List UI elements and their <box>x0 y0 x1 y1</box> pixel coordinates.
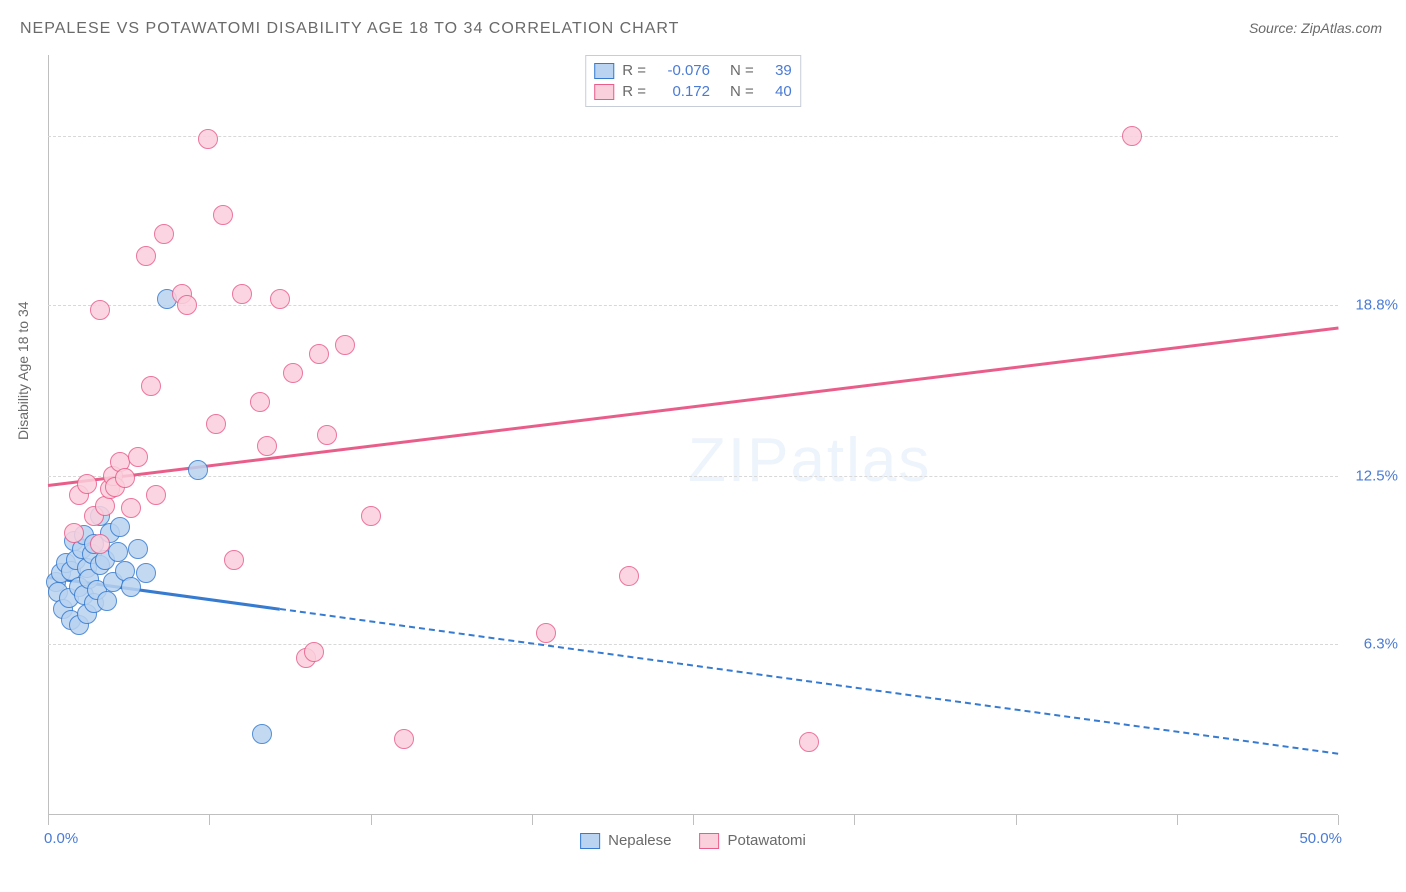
data-point <box>115 468 135 488</box>
gridline <box>48 305 1338 306</box>
data-point <box>77 474 97 494</box>
data-point <box>90 534 110 554</box>
data-point <box>283 363 303 383</box>
x-tick-label: 50.0% <box>1299 830 1342 847</box>
data-point <box>250 392 270 412</box>
data-point <box>619 566 639 586</box>
data-point <box>232 284 252 304</box>
data-point <box>252 724 272 744</box>
data-point <box>335 335 355 355</box>
legend-label: Nepalese <box>608 832 671 849</box>
x-tick <box>854 815 855 825</box>
legend-item-potawatomi: Potawatomi <box>700 832 806 849</box>
r-value: -0.076 <box>654 62 710 79</box>
x-tick <box>371 815 372 825</box>
data-point <box>206 414 226 434</box>
source-attribution: Source: ZipAtlas.com <box>1249 20 1382 36</box>
r-label: R = <box>622 62 646 79</box>
data-point <box>213 205 233 225</box>
data-point <box>136 246 156 266</box>
legend-item-nepalese: Nepalese <box>580 832 671 849</box>
x-tick <box>693 815 694 825</box>
data-point <box>90 300 110 320</box>
n-value: 39 <box>762 62 792 79</box>
y-tick-label: 6.3% <box>1343 636 1398 653</box>
data-point <box>317 425 337 445</box>
y-axis-label: Disability Age 18 to 34 <box>15 301 31 440</box>
x-tick <box>1177 815 1178 825</box>
data-point <box>188 460 208 480</box>
legend-bottom: Nepalese Potawatomi <box>580 832 806 849</box>
r-value: 0.172 <box>654 83 710 100</box>
data-point <box>257 436 277 456</box>
y-tick-label: 12.5% <box>1343 467 1398 484</box>
data-point <box>177 295 197 315</box>
gridline <box>48 476 1338 477</box>
data-point <box>121 498 141 518</box>
x-tick <box>532 815 533 825</box>
legend-stats-box: R = -0.076 N = 39 R = 0.172 N = 40 <box>585 55 801 107</box>
data-point <box>799 732 819 752</box>
chart-plot-area: ZIPatlas Nepalese Potawatomi R =-0.076N … <box>48 55 1338 815</box>
data-point <box>224 550 244 570</box>
r-label: R = <box>622 83 646 100</box>
x-tick <box>48 815 49 825</box>
y-tick-label: 18.8% <box>1343 296 1398 313</box>
data-point <box>64 523 84 543</box>
data-point <box>1122 126 1142 146</box>
data-point <box>128 447 148 467</box>
gridline <box>48 136 1338 137</box>
data-point <box>309 344 329 364</box>
data-point <box>154 224 174 244</box>
legend-swatch <box>594 84 614 100</box>
watermark-text: ZIPatlas <box>688 425 931 496</box>
data-point <box>361 506 381 526</box>
legend-label: Potawatomi <box>728 832 806 849</box>
data-point <box>198 129 218 149</box>
data-point <box>97 591 117 611</box>
x-tick-label: 0.0% <box>44 830 78 847</box>
legend-swatch-pink <box>700 833 720 849</box>
x-tick <box>1338 815 1339 825</box>
data-point <box>141 376 161 396</box>
y-axis <box>48 55 49 815</box>
data-point <box>304 642 324 662</box>
x-tick <box>1016 815 1017 825</box>
data-point <box>136 563 156 583</box>
data-point <box>394 729 414 749</box>
chart-title: NEPALESE VS POTAWATOMI DISABILITY AGE 18… <box>20 20 679 38</box>
legend-swatch <box>594 63 614 79</box>
legend-stat-row: R = -0.076 N = 39 <box>594 60 792 81</box>
n-label: N = <box>730 62 754 79</box>
data-point <box>108 542 128 562</box>
n-value: 40 <box>762 83 792 100</box>
data-point <box>270 289 290 309</box>
legend-swatch-blue <box>580 833 600 849</box>
data-point <box>536 623 556 643</box>
data-point <box>128 539 148 559</box>
n-label: N = <box>730 83 754 100</box>
data-point <box>146 485 166 505</box>
legend-stat-row: R = 0.172 N = 40 <box>594 81 792 102</box>
data-point <box>110 517 130 537</box>
gridline <box>48 644 1338 645</box>
x-tick <box>209 815 210 825</box>
